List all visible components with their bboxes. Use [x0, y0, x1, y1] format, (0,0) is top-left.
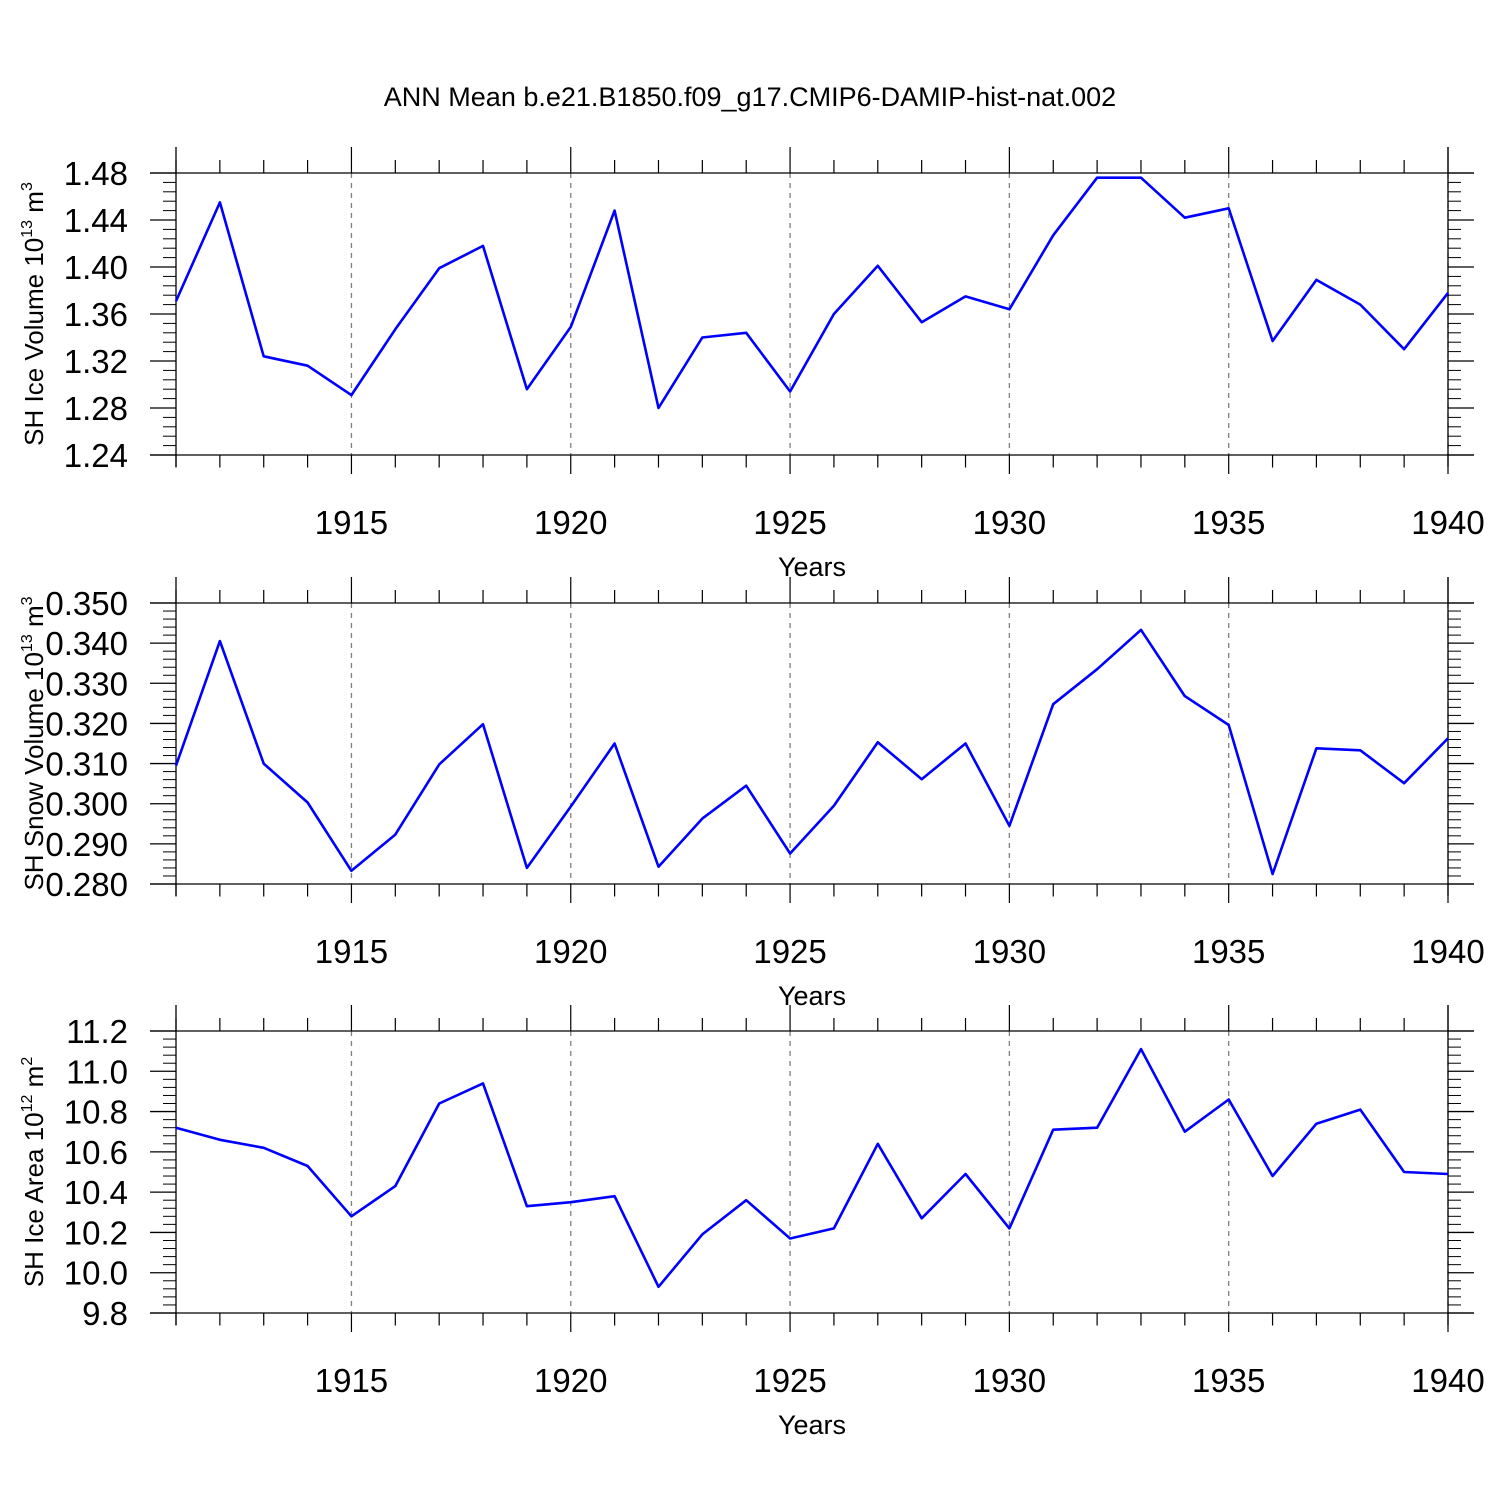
x-tick-label: 1920 — [534, 1362, 607, 1399]
x-tick-label: 1920 — [534, 504, 607, 541]
x-tick-label: 1915 — [315, 1362, 388, 1399]
y-axis-label-text: m — [19, 1066, 49, 1095]
y-axis-label-text: SH Ice Volume 10 — [19, 238, 49, 446]
y-tick-label: 10.4 — [64, 1174, 128, 1211]
x-tick-label: 1915 — [315, 933, 388, 970]
x-tick-label: 1935 — [1192, 933, 1265, 970]
x-tick-label: 1925 — [753, 933, 826, 970]
series-line — [174, 628, 1449, 876]
y-tick-label: 0.320 — [45, 705, 128, 742]
x-tick-label: 1935 — [1192, 504, 1265, 541]
y-axis-label: SH Ice Area 1012 m2 — [19, 1057, 49, 1288]
y-tick-label: 0.330 — [45, 665, 128, 702]
x-tick-label: 1920 — [534, 933, 607, 970]
y-tick-label: 10.8 — [64, 1094, 128, 1131]
y-tick-label: 1.24 — [64, 437, 128, 474]
y-tick-label: 1.48 — [64, 155, 128, 192]
y-axis-label: SH Ice Volume 1013 m3 — [19, 182, 49, 446]
y-tick-label: 10.0 — [64, 1255, 128, 1292]
y-axis-label-superscript: 3 — [19, 596, 36, 605]
y-tick-label: 0.350 — [45, 585, 128, 622]
x-tick-label: 1935 — [1192, 1362, 1265, 1399]
y-tick-label: 0.340 — [45, 625, 128, 662]
x-tick-label: 1940 — [1411, 933, 1484, 970]
y-axis-label-text: m — [19, 191, 49, 220]
y-tick-label: 11.0 — [66, 1053, 128, 1090]
x-axis-label: Years — [778, 1410, 846, 1440]
figure-title: ANN Mean b.e21.B1850.f09_g17.CMIP6-DAMIP… — [383, 82, 1117, 112]
y-tick-label: 10.6 — [64, 1134, 128, 1171]
y-tick-label: 10.2 — [64, 1214, 128, 1251]
y-tick-label: 11.2 — [66, 1013, 128, 1050]
ice-area-panel: 9.810.0 10.210.410.610.8 11.011.2 1915 1920 1… — [19, 1005, 1485, 1440]
y-tick-label: 1.40 — [64, 249, 128, 286]
y-axis-label-superscript: 13 — [19, 634, 36, 652]
y-axis-label-superscript: 12 — [19, 1094, 36, 1112]
y-tick-label: 9.8 — [82, 1295, 128, 1332]
x-tick-label: 1925 — [753, 504, 826, 541]
y-tick-label: 0.310 — [45, 746, 128, 783]
x-axis-label: Years — [778, 981, 846, 1011]
y-axis-label-superscript: 13 — [19, 220, 36, 238]
y-tick-label: 0.280 — [45, 866, 128, 903]
x-tick-label: 1940 — [1411, 1362, 1484, 1399]
y-tick-label: 1.32 — [64, 343, 128, 380]
y-tick-label: 1.44 — [64, 202, 128, 239]
x-tick-label: 1930 — [973, 933, 1046, 970]
series-line — [175, 1047, 1449, 1289]
x-tick-label: 1930 — [973, 504, 1046, 541]
x-tick-label: 1940 — [1411, 504, 1484, 541]
x-tick-label: 1925 — [753, 1362, 826, 1399]
x-tick-label: 1915 — [315, 504, 388, 541]
y-tick-label: 1.28 — [64, 390, 128, 427]
x-axis-label: Years — [778, 552, 846, 582]
y-axis-label-superscript: 3 — [19, 182, 36, 191]
series-line — [174, 176, 1450, 410]
y-tick-label: 0.290 — [45, 826, 128, 863]
y-tick-label: 0.300 — [45, 786, 128, 823]
y-axis-label-text: SH Snow Volume 10 — [19, 652, 49, 890]
x-tick-label: 1930 — [973, 1362, 1046, 1399]
y-axis-label-text: m — [19, 605, 49, 634]
y-axis-label-superscript: 2 — [19, 1057, 36, 1066]
ice-volume-panel: 1.24 1.28 1.32 1.36 1.40 1.44 1.48 1915 1920 1925… — [19, 147, 1485, 582]
y-tick-label: 1.36 — [64, 296, 128, 333]
y-axis-label: SH Snow Volume 1013 m3 — [19, 596, 49, 890]
y-axis-label-text: SH Ice Area 10 — [19, 1112, 49, 1287]
